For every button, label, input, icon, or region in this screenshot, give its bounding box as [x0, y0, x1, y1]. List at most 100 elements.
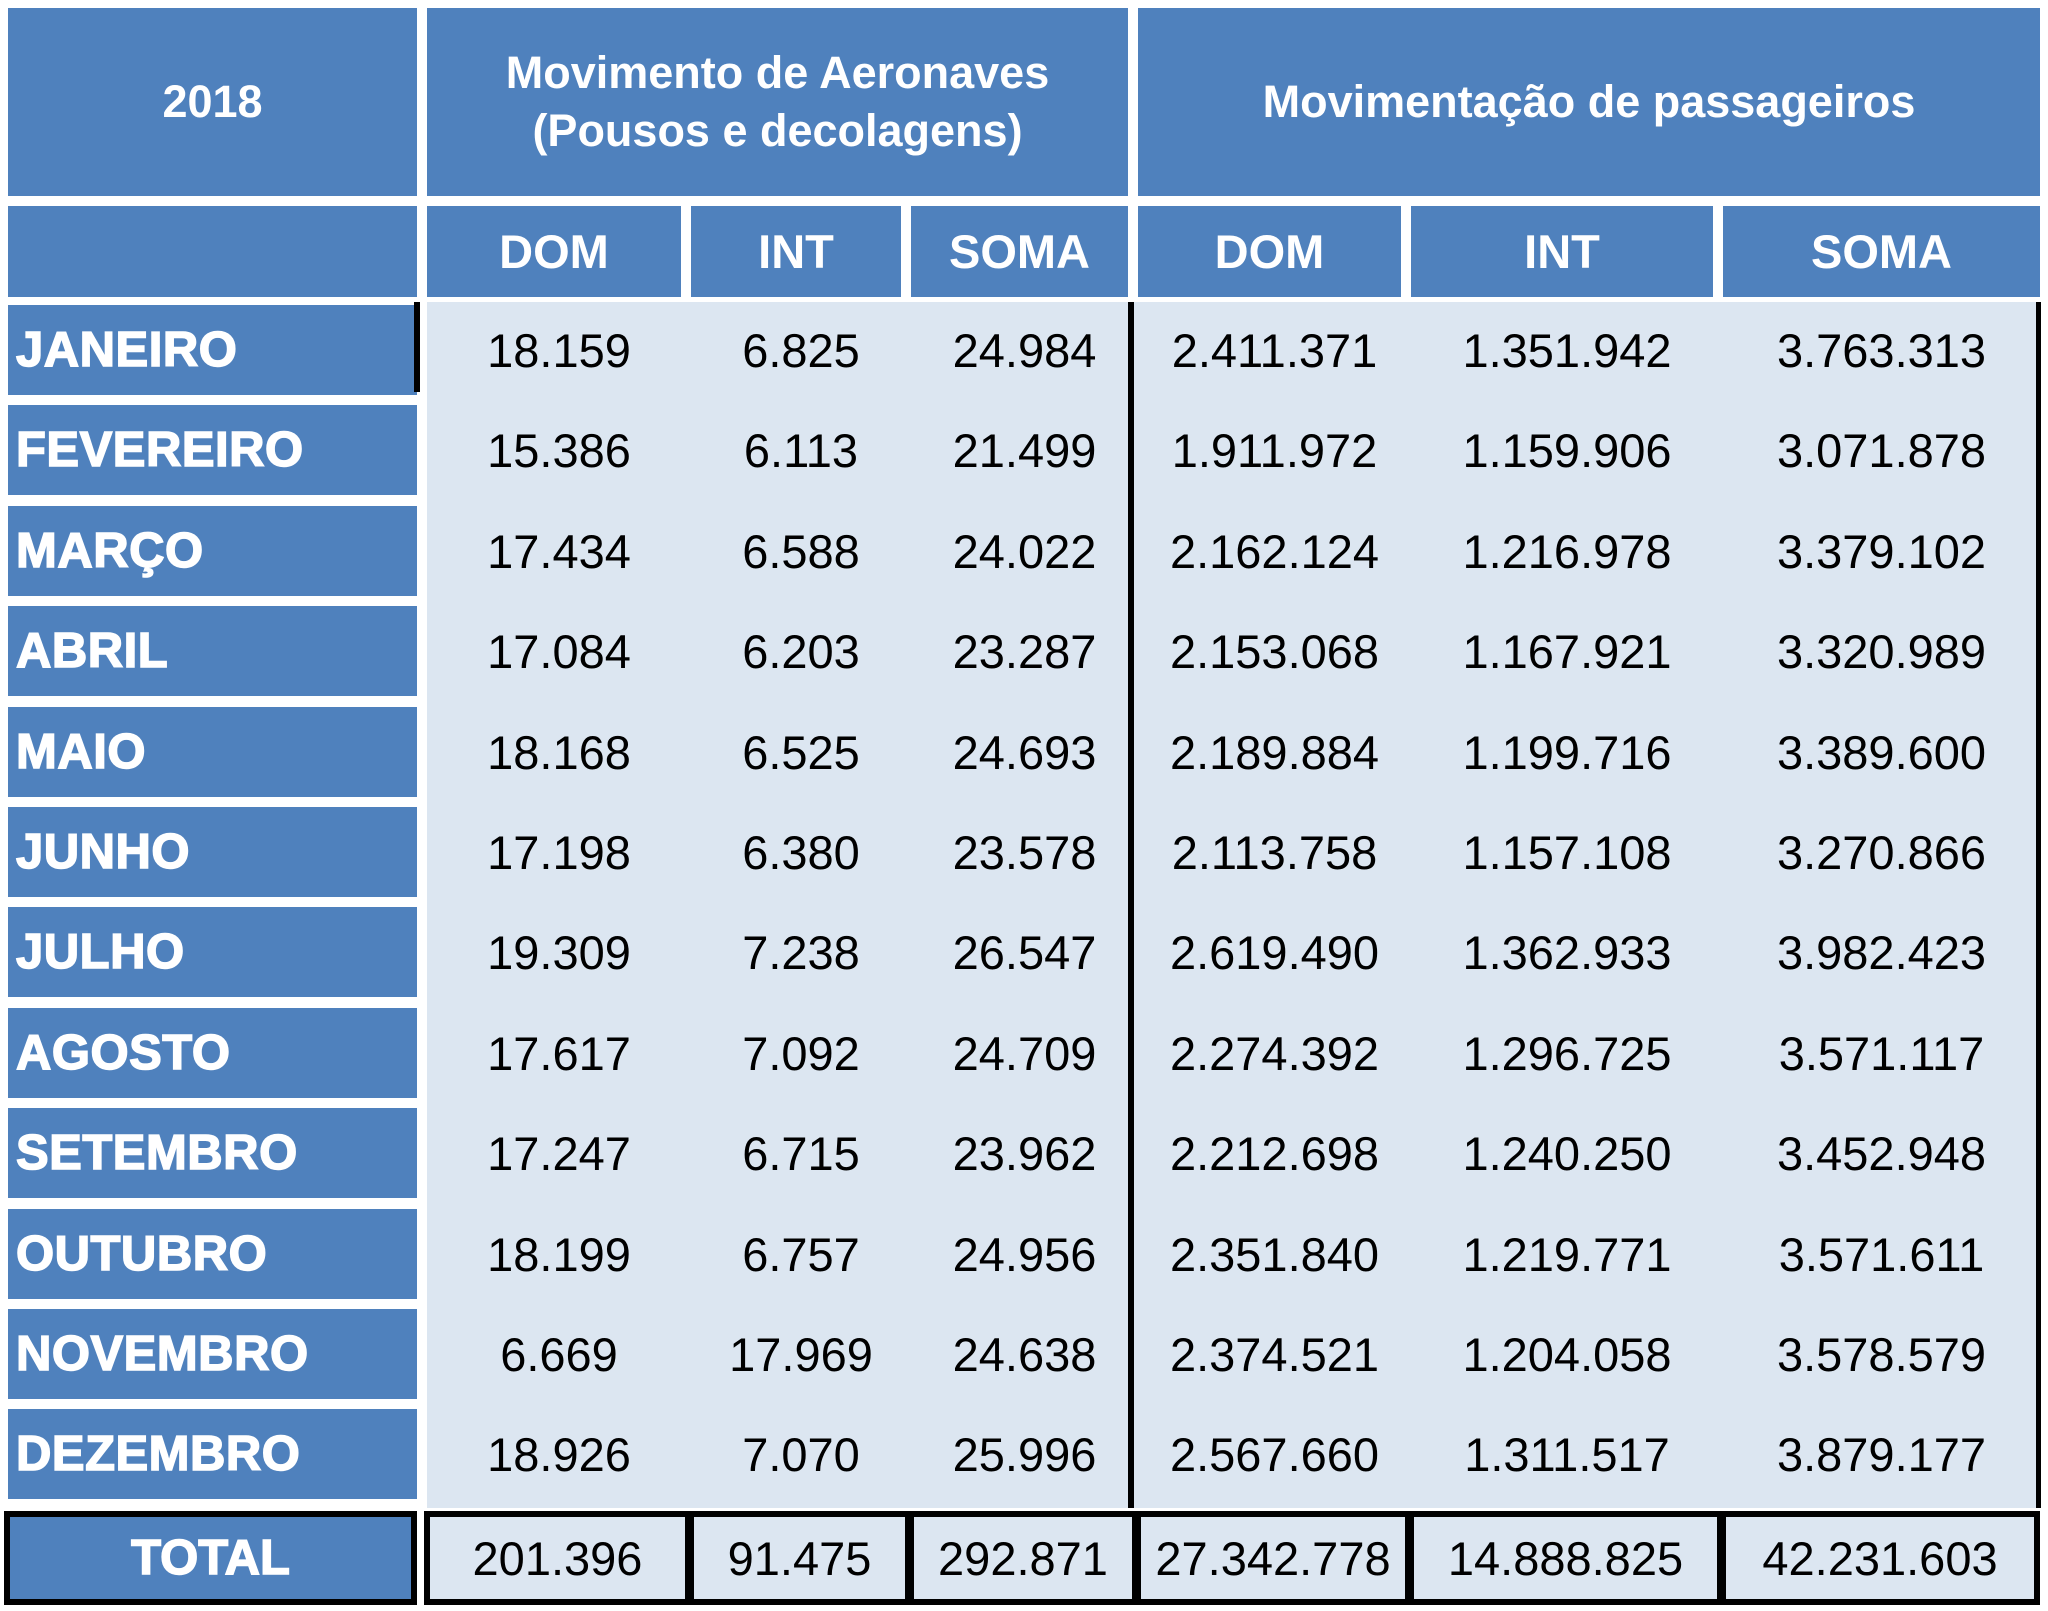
cell-value: 3.389.600	[1776, 725, 1987, 779]
cell-value: 3.571.611	[1778, 1227, 1985, 1281]
row-label-novembro: NOVEMBRO	[8, 1309, 417, 1399]
month-label: JULHO	[15, 924, 185, 980]
subheader-pax-dom: DOM	[1138, 206, 1401, 297]
cell-value: 1.240.250	[1462, 1126, 1672, 1180]
subheader-label: SOMA	[1811, 225, 1952, 278]
cell-pax-soma: 3.071.878	[1723, 405, 2040, 495]
month-label: AGOSTO	[15, 1025, 231, 1081]
cell-aircraft-int: 6.588	[691, 506, 911, 596]
subheader-aircraft-int: INT	[691, 206, 901, 297]
cell-aircraft-dom: 18.168	[427, 707, 691, 797]
total-value: 27.342.778	[1155, 1531, 1391, 1585]
cell-value: 21.499	[952, 423, 1097, 477]
total-value: 42.231.603	[1762, 1531, 1998, 1585]
cell-value: 17.617	[487, 1026, 631, 1080]
cell-value: 2.374.521	[1169, 1327, 1380, 1381]
cell-value: 2.619.490	[1169, 925, 1380, 979]
cell-pax-soma: 3.763.313	[1723, 305, 2040, 395]
group-header-aircraft: Movimento de Aeronaves (Pousos e decolage…	[427, 8, 1128, 196]
cell-aircraft-int: 6.525	[691, 707, 911, 797]
cell-value: 7.238	[742, 925, 860, 979]
total-pax-int: 14.888.825	[1408, 1511, 1723, 1605]
cell-pax-int: 1.219.771	[1411, 1209, 1723, 1299]
cell-value: 17.198	[487, 825, 631, 879]
cell-pax-soma: 3.571.117	[1723, 1008, 2040, 1098]
cell-pax-dom: 2.374.521	[1138, 1309, 1411, 1399]
cell-aircraft-int: 6.380	[691, 807, 911, 897]
cell-value: 1.199.716	[1462, 725, 1672, 779]
total-value: 201.396	[472, 1531, 643, 1585]
subheader-blank	[8, 206, 417, 297]
cell-value: 23.578	[952, 825, 1097, 879]
cell-pax-soma: 3.578.579	[1723, 1309, 2040, 1399]
cell-value: 17.434	[487, 524, 631, 578]
cell-aircraft-dom: 18.159	[427, 305, 691, 395]
cell-pax-int: 1.159.906	[1411, 405, 1723, 495]
cell-pax-soma: 3.452.948	[1723, 1108, 2040, 1198]
cell-value: 6.113	[743, 423, 859, 477]
column-divider-line	[414, 302, 420, 392]
cell-value: 6.380	[742, 825, 860, 879]
row-label-agosto: AGOSTO	[8, 1008, 417, 1098]
cell-value: 3.071.878	[1776, 423, 1987, 477]
cell-pax-dom: 2.189.884	[1138, 707, 1411, 797]
total-pax-dom: 27.342.778	[1135, 1511, 1411, 1605]
row-label-maio: MAIO	[8, 707, 417, 797]
cell-value: 1.362.933	[1462, 925, 1672, 979]
row-label-janeiro: JANEIRO	[8, 305, 417, 395]
row-label-junho: JUNHO	[8, 807, 417, 897]
cell-value: 2.162.124	[1169, 524, 1380, 578]
row-label-dezembro: DEZEMBRO	[8, 1409, 417, 1499]
subheader-label: INT	[1524, 225, 1600, 278]
group-header-aircraft-line: Movimento de Aeronaves	[505, 47, 1050, 98]
cell-value: 18.926	[487, 1427, 631, 1481]
cell-aircraft-soma: 24.022	[911, 506, 1138, 596]
cell-value: 6.525	[742, 725, 860, 779]
cell-pax-dom: 2.212.698	[1138, 1108, 1411, 1198]
cell-value: 1.351.942	[1462, 323, 1672, 377]
cell-value: 2.113.758	[1171, 825, 1378, 879]
row-label-setembro: SETEMBRO	[8, 1108, 417, 1198]
cell-pax-int: 1.311.517	[1411, 1409, 1723, 1499]
cell-value: 7.092	[742, 1026, 860, 1080]
cell-pax-soma: 3.879.177	[1723, 1409, 2040, 1499]
cell-value: 24.984	[952, 323, 1097, 377]
total-label: TOTAL	[130, 1530, 290, 1586]
cell-pax-soma: 3.571.611	[1723, 1209, 2040, 1299]
cell-aircraft-int: 6.757	[691, 1209, 911, 1299]
cell-value: 17.969	[729, 1327, 873, 1381]
cell-value: 24.956	[952, 1227, 1097, 1281]
cell-aircraft-int: 7.092	[691, 1008, 911, 1098]
cell-value: 1.219.771	[1462, 1227, 1672, 1281]
subheader-aircraft-dom: DOM	[427, 206, 681, 297]
cell-aircraft-soma: 24.709	[911, 1008, 1138, 1098]
total-label-cell: TOTAL	[4, 1511, 417, 1605]
cell-aircraft-soma: 23.287	[911, 606, 1138, 696]
cell-value: 3.763.313	[1776, 323, 1987, 377]
cell-value: 1.159.906	[1462, 423, 1672, 477]
cell-value: 2.274.392	[1169, 1026, 1380, 1080]
cell-aircraft-dom: 19.309	[427, 907, 691, 997]
cell-aircraft-int: 6.203	[691, 606, 911, 696]
cell-aircraft-int: 7.238	[691, 907, 911, 997]
cell-value: 6.203	[742, 624, 860, 678]
cell-value: 7.070	[742, 1427, 860, 1481]
cell-aircraft-int: 17.969	[691, 1309, 911, 1399]
cell-aircraft-dom: 18.926	[427, 1409, 691, 1499]
cell-aircraft-dom: 6.669	[427, 1309, 691, 1399]
column-divider-line	[2036, 302, 2041, 1508]
cell-value: 6.588	[742, 524, 860, 578]
month-label: SETEMBRO	[15, 1125, 298, 1181]
cell-value: 1.204.058	[1462, 1327, 1672, 1381]
year-label: 2018	[162, 76, 263, 127]
month-label: DEZEMBRO	[15, 1426, 301, 1482]
data-area-background	[427, 302, 2040, 1508]
cell-value: 2.189.884	[1169, 725, 1380, 779]
month-label: MARÇO	[15, 523, 204, 579]
cell-pax-soma: 3.320.989	[1723, 606, 2040, 696]
cell-aircraft-soma: 26.547	[911, 907, 1138, 997]
cell-aircraft-dom: 15.386	[427, 405, 691, 495]
cell-pax-int: 1.296.725	[1411, 1008, 1723, 1098]
month-label: JANEIRO	[15, 322, 238, 378]
cell-value: 3.320.989	[1776, 624, 1987, 678]
